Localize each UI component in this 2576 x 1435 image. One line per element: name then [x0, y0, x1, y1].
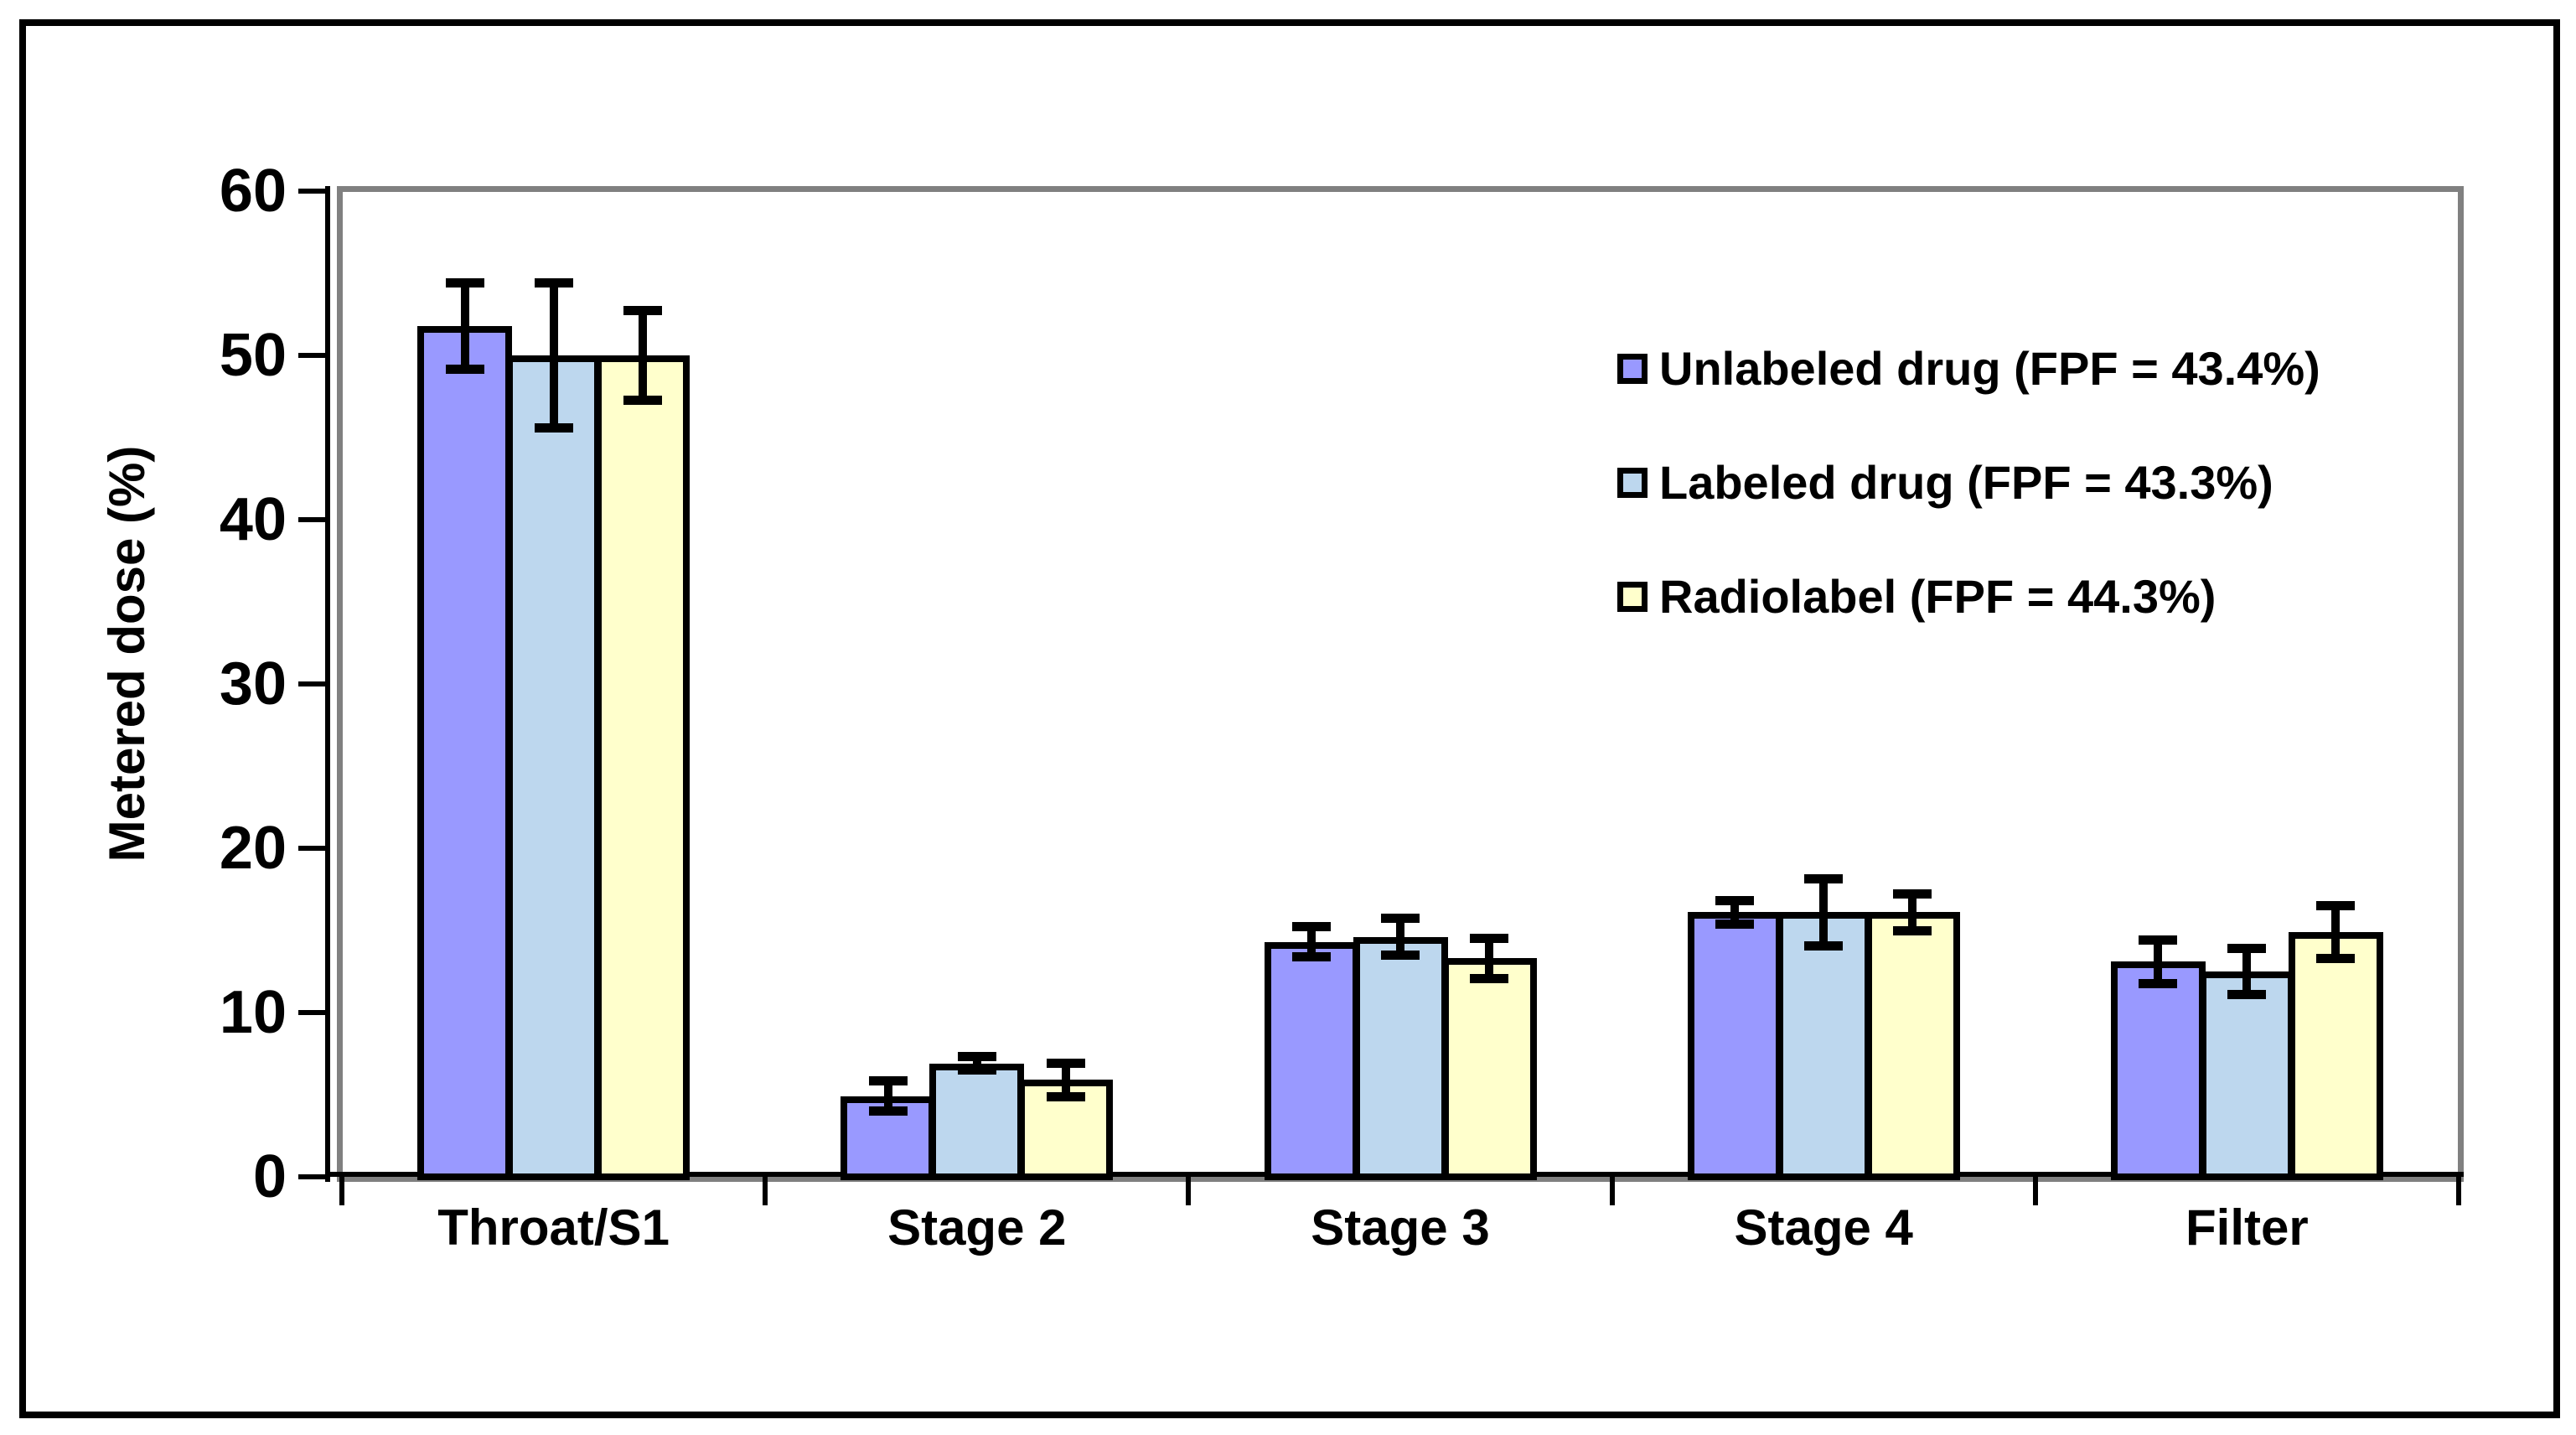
error-bar: [2154, 935, 2163, 988]
error-bar: [638, 306, 647, 405]
y-tick-label: 50: [219, 322, 287, 389]
legend-label: Unlabeled drug (FPF = 43.4%): [1659, 342, 2320, 395]
error-bar-cap: [1470, 933, 1508, 943]
error-bar: [460, 277, 469, 374]
bar: [1441, 958, 1537, 1180]
error-bar-cap: [2316, 954, 2356, 964]
y-tick-label: 60: [219, 158, 287, 225]
category-label: Throat/S1: [437, 1199, 670, 1256]
bar: [1264, 941, 1359, 1180]
y-tick-label: 20: [219, 815, 287, 882]
bar: [1687, 912, 1782, 1180]
bar: [595, 355, 691, 1180]
y-tick-label: 30: [219, 650, 287, 718]
legend-item-radiolabel: Radiolabel (FPF = 44.3%): [1617, 567, 2320, 626]
error-bar-cap: [2227, 943, 2267, 953]
error-bar: [1307, 922, 1316, 962]
y-axis-line: [325, 186, 330, 1182]
bar: [506, 355, 602, 1180]
bar: [417, 325, 513, 1180]
y-tick-label: 40: [219, 486, 287, 553]
legend-label: Radiolabel (FPF = 44.3%): [1659, 570, 2216, 623]
bar: [2288, 931, 2383, 1180]
legend-label: Labeled drug (FPF = 43.3%): [1659, 456, 2273, 509]
legend-item-unlabeled-drug: Unlabeled drug (FPF = 43.4%): [1617, 339, 2320, 398]
error-bar-cap: [445, 277, 484, 288]
error-bar-cap: [1893, 889, 1932, 899]
error-bar-cap: [1804, 874, 1844, 884]
error-bar-cap: [1381, 914, 1420, 924]
error-bar-cap: [957, 1065, 996, 1075]
error-bar: [1819, 874, 1829, 951]
legend-swatch-icon: [1617, 582, 1648, 612]
bar: [1353, 936, 1448, 1180]
error-bar: [1908, 889, 1917, 935]
error-bar: [1730, 895, 1740, 930]
error-bar-cap: [1470, 973, 1508, 983]
error-bar-cap: [1292, 922, 1331, 932]
x-tick: [2032, 1177, 2038, 1205]
error-bar-cap: [623, 306, 662, 316]
bar: [1865, 912, 1960, 1180]
category-label: Stage 3: [1311, 1199, 1490, 1256]
y-tick: [298, 517, 327, 522]
y-tick-label: 0: [252, 1143, 287, 1210]
error-bar: [2242, 943, 2252, 1000]
error-bar-cap: [1046, 1091, 1085, 1101]
error-bar-cap: [1715, 895, 1755, 905]
error-bar-cap: [868, 1106, 908, 1116]
legend-swatch-icon: [1617, 354, 1648, 384]
error-bar-cap: [623, 395, 662, 405]
error-bar: [1061, 1058, 1070, 1101]
y-tick: [298, 1174, 327, 1179]
category-label: Filter: [2185, 1199, 2309, 1256]
y-tick: [298, 189, 327, 194]
error-bar-cap: [1292, 952, 1331, 962]
error-bar-cap: [2227, 990, 2267, 1000]
error-bar: [549, 277, 558, 433]
category-label: Stage 2: [887, 1199, 1067, 1256]
error-bar-cap: [1381, 951, 1420, 961]
error-bar: [1485, 933, 1493, 983]
error-bar-cap: [534, 423, 573, 433]
legend-item-labeled-drug: Labeled drug (FPF = 43.3%): [1617, 453, 2320, 512]
error-bar-cap: [1715, 920, 1755, 930]
error-bar: [972, 1052, 981, 1075]
legend: Unlabeled drug (FPF = 43.4%) Labeled dru…: [1617, 339, 2320, 681]
error-bar-cap: [957, 1052, 996, 1062]
error-bar-cap: [2139, 935, 2178, 945]
bar: [929, 1063, 1025, 1180]
y-tick: [298, 353, 327, 358]
x-tick: [763, 1177, 768, 1205]
x-tick: [2456, 1177, 2461, 1205]
error-bar: [1396, 914, 1404, 961]
x-tick: [339, 1177, 344, 1205]
error-bar-cap: [868, 1076, 908, 1086]
error-bar-cap: [1804, 940, 1844, 951]
category-label: Stage 4: [1734, 1199, 1913, 1256]
error-bar-cap: [1046, 1058, 1085, 1068]
error-bar-cap: [445, 364, 484, 374]
y-tick: [298, 681, 327, 686]
error-bar-cap: [1893, 925, 1932, 935]
legend-swatch-icon: [1617, 468, 1648, 498]
bar: [2199, 971, 2294, 1180]
error-bar-cap: [2139, 978, 2178, 988]
x-tick: [1186, 1177, 1192, 1205]
error-bar-cap: [534, 277, 573, 288]
error-bar: [883, 1076, 892, 1116]
y-tick-label: 10: [219, 979, 287, 1046]
bar: [1776, 912, 1871, 1180]
error-bar: [2331, 900, 2341, 964]
y-tick: [298, 1010, 327, 1015]
y-tick: [298, 846, 327, 851]
x-tick: [1609, 1177, 1615, 1205]
error-bar-cap: [2316, 900, 2356, 910]
bar: [2110, 961, 2206, 1180]
